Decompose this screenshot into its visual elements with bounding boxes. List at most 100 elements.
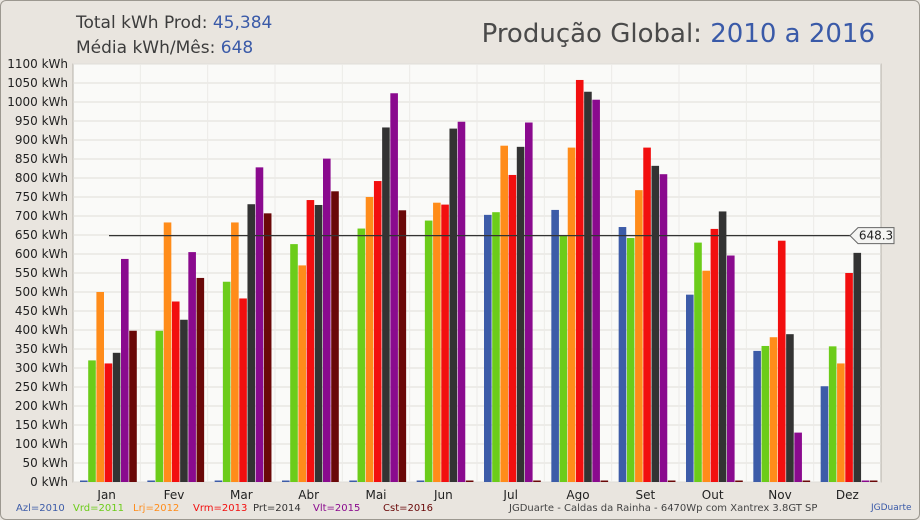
footer-caption: JGDuarte - Caldas da Rainha - 6470Wp com… xyxy=(509,503,818,514)
legend-item-2016: Cst=2016 xyxy=(383,503,433,514)
avg-value: 648 xyxy=(220,38,254,58)
y-tick-label: 950 kWh xyxy=(15,114,68,128)
bar-out-2014 xyxy=(718,211,727,482)
bar-mar-2014 xyxy=(247,204,256,482)
chart-title-period: 2010 a 2016 xyxy=(710,19,875,49)
x-tick-label: Fev xyxy=(164,488,185,501)
bar-out-2013 xyxy=(710,228,719,482)
bar-set-2011 xyxy=(626,238,635,482)
y-tick-label: 650 kWh xyxy=(15,228,68,242)
y-tick-label: 100 kWh xyxy=(15,437,68,451)
bar-jan-2016 xyxy=(129,330,137,482)
average-value-label: 648.3 xyxy=(859,229,893,243)
y-tick-label: 500 kWh xyxy=(15,285,68,299)
bar-dez-2013 xyxy=(845,273,853,482)
bar-abr-2010 xyxy=(282,480,290,482)
bar-abr-2015 xyxy=(323,158,331,482)
x-tick-label: Out xyxy=(702,488,724,501)
bar-jun-2012 xyxy=(433,202,441,482)
y-tick-label: 1100 kWh xyxy=(7,57,68,71)
bar-abr-2011 xyxy=(290,244,298,482)
bar-mai-2014 xyxy=(382,127,390,483)
bar-out-2011 xyxy=(694,242,702,482)
bar-set-2016 xyxy=(667,480,676,482)
bar-mai-2011 xyxy=(357,228,366,482)
bar-fev-2013 xyxy=(171,301,180,482)
x-tick-label: Nov xyxy=(768,488,791,501)
bar-mai-2015 xyxy=(390,93,398,482)
bar-fev-2014 xyxy=(180,319,188,482)
x-tick-label: Set xyxy=(635,488,655,501)
bar-jul-2013 xyxy=(508,174,517,482)
bar-ago-2014 xyxy=(584,91,592,483)
legend-item-2012: Lrj=2012 xyxy=(133,503,180,514)
bar-jan-2012 xyxy=(96,292,104,482)
y-tick-label: 50 kWh xyxy=(22,456,68,470)
bar-jun-2014 xyxy=(449,128,458,482)
bar-dez-2016 xyxy=(869,480,878,482)
avg-label: Média kWh/Mês: xyxy=(76,38,216,58)
bar-dez-2015 xyxy=(861,480,870,482)
bar-mar-2010 xyxy=(214,480,223,482)
bar-jul-2011 xyxy=(492,212,500,482)
x-tick-label: Dez xyxy=(836,488,859,501)
bar-jan-2010 xyxy=(80,480,88,482)
bar-fev-2010 xyxy=(147,480,155,482)
bar-mar-2012 xyxy=(231,222,239,482)
bar-ago-2013 xyxy=(575,79,584,483)
monthly-average: Média kWh/Mês: 648 xyxy=(76,38,253,58)
bar-dez-2011 xyxy=(828,346,837,482)
bar-mai-2013 xyxy=(373,181,382,483)
bar-mai-2016 xyxy=(398,210,407,483)
bar-dez-2014 xyxy=(853,252,862,482)
legend-item-2011: Vrd=2011 xyxy=(73,503,124,514)
bar-abr-2013 xyxy=(306,200,315,483)
bar-set-2013 xyxy=(643,147,651,482)
y-tick-label: 700 kWh xyxy=(15,209,68,223)
footer-credit: JGDuarte xyxy=(871,503,912,513)
bar-jun-2011 xyxy=(424,220,433,482)
bar-jul-2012 xyxy=(500,145,508,482)
legend-item-2014: Prt=2014 xyxy=(253,503,301,514)
bar-jul-2016 xyxy=(533,480,541,482)
bar-set-2012 xyxy=(635,190,643,482)
x-tick-label: Abr xyxy=(298,488,319,501)
bar-fev-2011 xyxy=(155,330,164,482)
y-tick-label: 450 kWh xyxy=(15,304,68,318)
x-tick-label: Ago xyxy=(566,488,589,501)
x-tick-label: Jul xyxy=(502,488,517,501)
bar-nov-2012 xyxy=(769,337,778,482)
bar-ago-2011 xyxy=(559,235,568,482)
bar-ago-2016 xyxy=(600,480,609,482)
bar-set-2010 xyxy=(618,227,627,482)
total-production: Total kWh Prod: 45,384 xyxy=(76,13,272,33)
bar-ago-2010 xyxy=(551,209,559,483)
legend-item-2013: Vrm=2013 xyxy=(193,503,248,514)
bar-out-2015 xyxy=(727,255,735,482)
bar-fev-2016 xyxy=(196,277,205,482)
y-tick-label: 400 kWh xyxy=(15,323,68,337)
x-tick-label: Mai xyxy=(365,488,386,501)
bar-jan-2014 xyxy=(112,352,121,482)
bar-nov-2011 xyxy=(761,345,770,482)
bar-out-2010 xyxy=(686,294,694,482)
bar-out-2012 xyxy=(702,270,710,482)
x-tick-label: Jan xyxy=(96,488,116,501)
bar-fev-2012 xyxy=(163,222,172,482)
legend-item-2015: Vlt=2015 xyxy=(313,503,361,514)
bar-mai-2010 xyxy=(349,480,357,482)
footer: Azl=2010 Vrd=2011 Lrj=2012 Vrm=2013 Prt=… xyxy=(1,501,919,519)
bar-jun-2016 xyxy=(465,480,474,482)
y-tick-label: 0 kWh xyxy=(30,475,68,489)
y-tick-label: 150 kWh xyxy=(15,418,68,432)
legend-item-2010: Azl=2010 xyxy=(16,503,65,514)
bar-chart: 0 kWh 50 kWh 100 kWh 150 kWh 200 kWh 250 kWh 3… xyxy=(7,57,895,501)
bar-jul-2010 xyxy=(484,214,492,483)
bar-out-2016 xyxy=(735,480,743,482)
bar-nov-2010 xyxy=(753,350,761,482)
bar-abr-2016 xyxy=(331,191,339,483)
x-tick-label: Mar xyxy=(230,488,253,501)
bar-abr-2014 xyxy=(314,204,323,483)
bar-abr-2012 xyxy=(298,265,306,482)
